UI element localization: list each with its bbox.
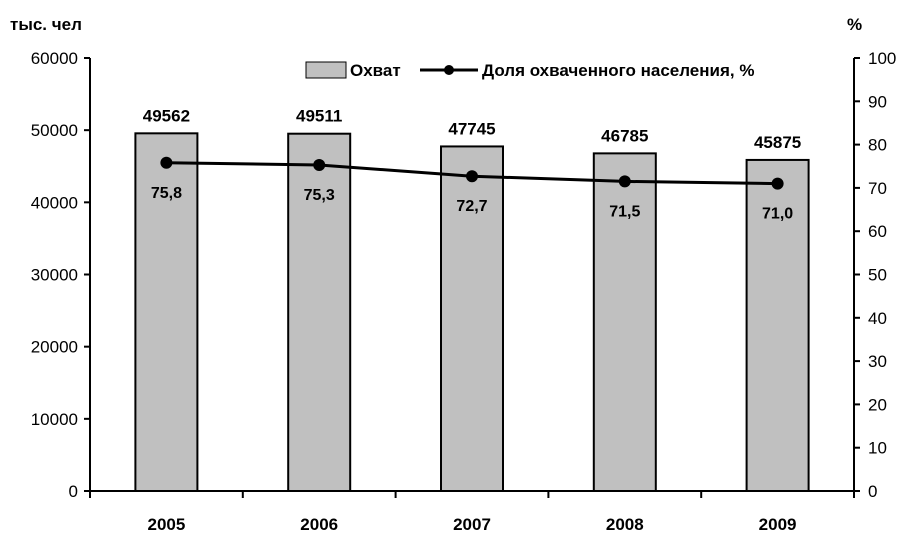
line-value-label: 75,3 — [304, 187, 335, 204]
x-category-label: 2009 — [759, 515, 797, 534]
line-point — [618, 175, 631, 188]
y-left-tick-label: 10000 — [31, 410, 78, 429]
y-axis-left-title: тыс. чел — [10, 15, 82, 34]
line-point — [466, 170, 478, 183]
line-value-label: 75,8 — [151, 185, 182, 202]
y-right-tick-label: 100 — [868, 49, 896, 68]
legend-bar-label: Охват — [350, 61, 401, 80]
y-left-tick-label: 0 — [69, 482, 78, 501]
y-left-tick-label: 20000 — [31, 338, 78, 357]
line-point — [313, 158, 326, 171]
x-category-label: 2007 — [453, 515, 491, 534]
y-right-tick-label: 50 — [868, 266, 887, 285]
x-axis-ticks — [89, 491, 855, 498]
bar-value-label: 47745 — [448, 119, 495, 138]
y-right-tick-label: 60 — [868, 222, 887, 241]
bar-series — [134, 132, 810, 492]
y-right-tick-label: 10 — [868, 439, 887, 458]
y-left-tick-label: 60000 — [31, 49, 78, 68]
line-point — [160, 156, 173, 169]
legend-line-label: Доля охваченного населения, % — [482, 61, 754, 80]
y-right-tick-label: 70 — [868, 179, 887, 198]
legend-bar-swatch — [305, 61, 347, 79]
y-right-tick-label: 40 — [868, 309, 887, 328]
bar — [440, 145, 504, 492]
line-value-label: 71,0 — [762, 206, 793, 223]
y-axis-left-ticks: 0 10000 20000 30000 40000 50000 60000 — [31, 49, 90, 501]
x-category-label: 2005 — [147, 515, 185, 534]
x-category-label: 2006 — [300, 515, 338, 534]
y-right-tick-label: 30 — [868, 352, 887, 371]
y-right-tick-label: 90 — [868, 92, 887, 111]
bar — [745, 158, 810, 492]
legend: Охват Доля охваченного населения, % — [305, 61, 754, 80]
y-left-tick-label: 50000 — [31, 121, 78, 140]
y-right-tick-label: 0 — [868, 482, 877, 501]
line-value-labels: 75,8 75,3 72,7 71,5 71,0 — [151, 185, 793, 223]
y-left-tick-label: 40000 — [31, 193, 78, 212]
y-axis-right-ticks: 0 10 20 30 40 50 60 70 80 90 100 — [854, 49, 896, 501]
bar — [134, 132, 199, 492]
line-value-label: 71,5 — [609, 203, 640, 220]
bar-value-labels: 49562 49511 47745 46785 45875 — [143, 106, 801, 152]
line-series — [160, 156, 784, 190]
y-axis-right-title: % — [847, 15, 862, 34]
x-axis-category-labels: 2005 2006 2007 2008 2009 — [147, 515, 796, 534]
x-category-label: 2008 — [606, 515, 644, 534]
bar-value-label: 49511 — [296, 107, 342, 126]
bar-value-label: 46785 — [601, 126, 648, 145]
y-right-tick-label: 20 — [868, 395, 887, 414]
y-right-tick-label: 80 — [868, 136, 887, 155]
legend-line-marker — [444, 65, 454, 75]
y-left-tick-label: 30000 — [31, 266, 78, 285]
line-point — [771, 177, 784, 190]
bar — [592, 152, 657, 492]
bar-value-label: 49562 — [143, 106, 190, 125]
bar-value-label: 45875 — [754, 133, 801, 152]
bar — [287, 132, 352, 492]
line-value-label: 72,7 — [456, 198, 487, 215]
